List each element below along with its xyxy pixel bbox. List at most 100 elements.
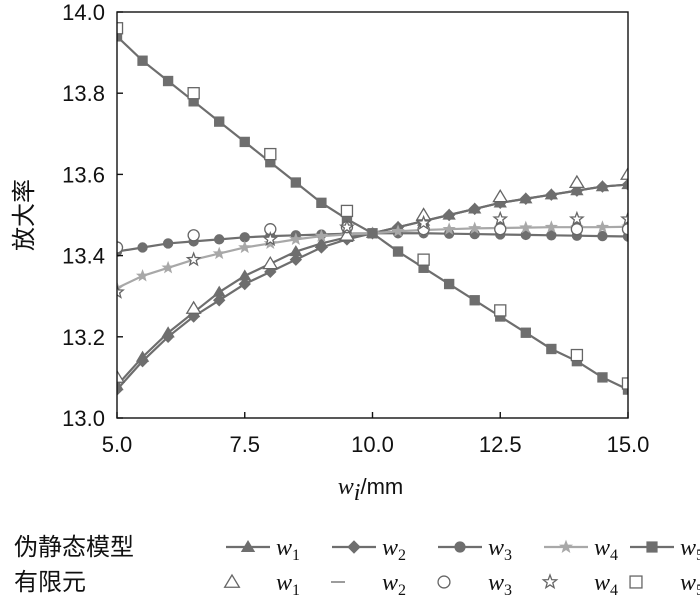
fem-w1-point <box>262 255 279 270</box>
x-tick-label: 5.0 <box>102 432 133 457</box>
legend-sub: 4 <box>610 547 618 564</box>
series-w4-point <box>263 236 277 250</box>
legend-var: w <box>382 570 398 596</box>
x-tick-label: 15.0 <box>607 432 650 457</box>
legend-sub: 2 <box>398 547 406 564</box>
legend-var: w <box>276 570 292 596</box>
axes: 13.0 13.2 13.4 13.6 13.8 14.0 5.0 7.5 10.0 12.5 15… <box>10 0 649 506</box>
series-w3-point <box>137 242 148 253</box>
fem-w4-point <box>492 210 509 226</box>
legend-model-label-w1: w1 <box>276 535 300 564</box>
fem-w5-point <box>340 204 354 218</box>
legend-sub: 3 <box>504 582 512 598</box>
series-w5-point <box>443 278 455 290</box>
fem-w5-point <box>494 304 507 317</box>
plot-area <box>117 22 628 396</box>
legend-fem-w5: w5 <box>629 570 700 598</box>
series-w4-point <box>212 246 226 260</box>
legend-fem-label-w1: w1 <box>276 570 300 598</box>
series-w2 <box>117 178 628 396</box>
series-w3-point <box>162 238 174 249</box>
legend-row-label: 伪静态模型 <box>14 533 134 561</box>
series-w3-point <box>597 230 608 242</box>
legend-fem-marker-w3 <box>437 575 451 589</box>
x-tick-label: 12.5 <box>479 432 522 457</box>
legend-var: w <box>488 535 504 561</box>
legend: 伪静态模型有限元w1w2w3w4w5w1w2w3w4w5 <box>14 533 700 598</box>
fem-w5-point <box>417 253 430 266</box>
fem-w1-point <box>492 188 509 203</box>
series-w1-line <box>117 183 628 387</box>
x-axis-label: wi/mm <box>338 474 403 506</box>
series-w5-point <box>469 295 480 306</box>
series-w2-point <box>161 330 175 344</box>
series-w5-point <box>117 31 123 42</box>
fem-w1-point <box>117 369 125 383</box>
series-w5-point <box>597 372 608 383</box>
legend-fem-w2: w2 <box>331 570 406 598</box>
series-w5-point <box>162 75 174 87</box>
series-w4-point <box>468 221 482 235</box>
fem-w3-point <box>117 241 124 254</box>
fem-w3-point <box>187 229 200 242</box>
legend-model-w5: w5 <box>630 535 700 564</box>
fem-w5-point <box>187 87 200 100</box>
x-axis-label-var: w <box>338 474 354 500</box>
legend-sub: 5 <box>696 582 700 598</box>
legend-fem-w4: w4 <box>541 570 618 598</box>
legend-var: w <box>680 570 696 596</box>
legend-marker-w5 <box>646 541 658 553</box>
fem-w5-point <box>117 22 124 35</box>
x-axis-label-unit: /mm <box>360 474 403 499</box>
y-tick-label: 13.0 <box>62 406 105 431</box>
plot-content <box>117 22 628 396</box>
legend-model-w3: w3 <box>438 535 512 564</box>
fem-w1-point <box>338 227 355 241</box>
legend-model-w1: w1 <box>226 535 300 564</box>
series-w2-point <box>136 354 149 368</box>
legend-row-fem: 有限元 <box>14 568 86 596</box>
legend-fem-label-w3: w3 <box>488 570 512 598</box>
series-w4-point <box>519 220 533 234</box>
fem-w3-point <box>570 223 584 236</box>
legend-sub: 1 <box>292 582 300 598</box>
series-w2-point <box>442 208 456 222</box>
x-tick-label: 10.0 <box>351 432 394 457</box>
series-w2-point <box>596 180 609 193</box>
legend-model-w2: w2 <box>332 535 406 564</box>
series-w4-point <box>544 220 558 233</box>
legend-fem-w1: w1 <box>223 570 300 598</box>
series-w4-point <box>314 229 328 242</box>
x-tick-label: 7.5 <box>229 432 260 457</box>
legend-marker-w1 <box>240 540 256 552</box>
fem-w4-point <box>262 230 279 247</box>
legend-fem-marker-w1 <box>223 573 241 588</box>
legend-sub: 5 <box>696 547 700 564</box>
legend-var: w <box>594 570 610 596</box>
fem-w4 <box>117 210 628 299</box>
fem-w4-point <box>415 214 432 230</box>
legend-fem-label-w4: w4 <box>594 570 618 598</box>
series-w5-point <box>367 228 378 239</box>
legend-sub: 1 <box>292 547 300 564</box>
legend-model-label-w3: w3 <box>488 535 512 564</box>
series-w2-point <box>212 294 226 307</box>
series-w2-point <box>545 188 558 201</box>
fem-w3-point <box>494 223 507 236</box>
series-w2-point <box>519 192 533 205</box>
legend-var: w <box>594 535 610 561</box>
legend-model-label-w2: w2 <box>382 535 406 564</box>
fem-w4-point <box>568 210 585 226</box>
y-tick-label: 13.2 <box>62 325 105 350</box>
legend-fem-marker-w4 <box>541 573 559 590</box>
series-w4-point <box>289 232 303 245</box>
series-w1 <box>117 178 628 391</box>
fem-w4-point <box>185 251 202 267</box>
y-axis-label: 放大率 <box>10 179 38 251</box>
legend-row-model: 伪静态模型 <box>14 533 134 561</box>
series-w2-point <box>621 178 628 191</box>
legend-fem-w3: w3 <box>437 570 512 598</box>
series-w2-point <box>468 202 481 216</box>
x-axis-label-sub: i <box>354 480 361 506</box>
